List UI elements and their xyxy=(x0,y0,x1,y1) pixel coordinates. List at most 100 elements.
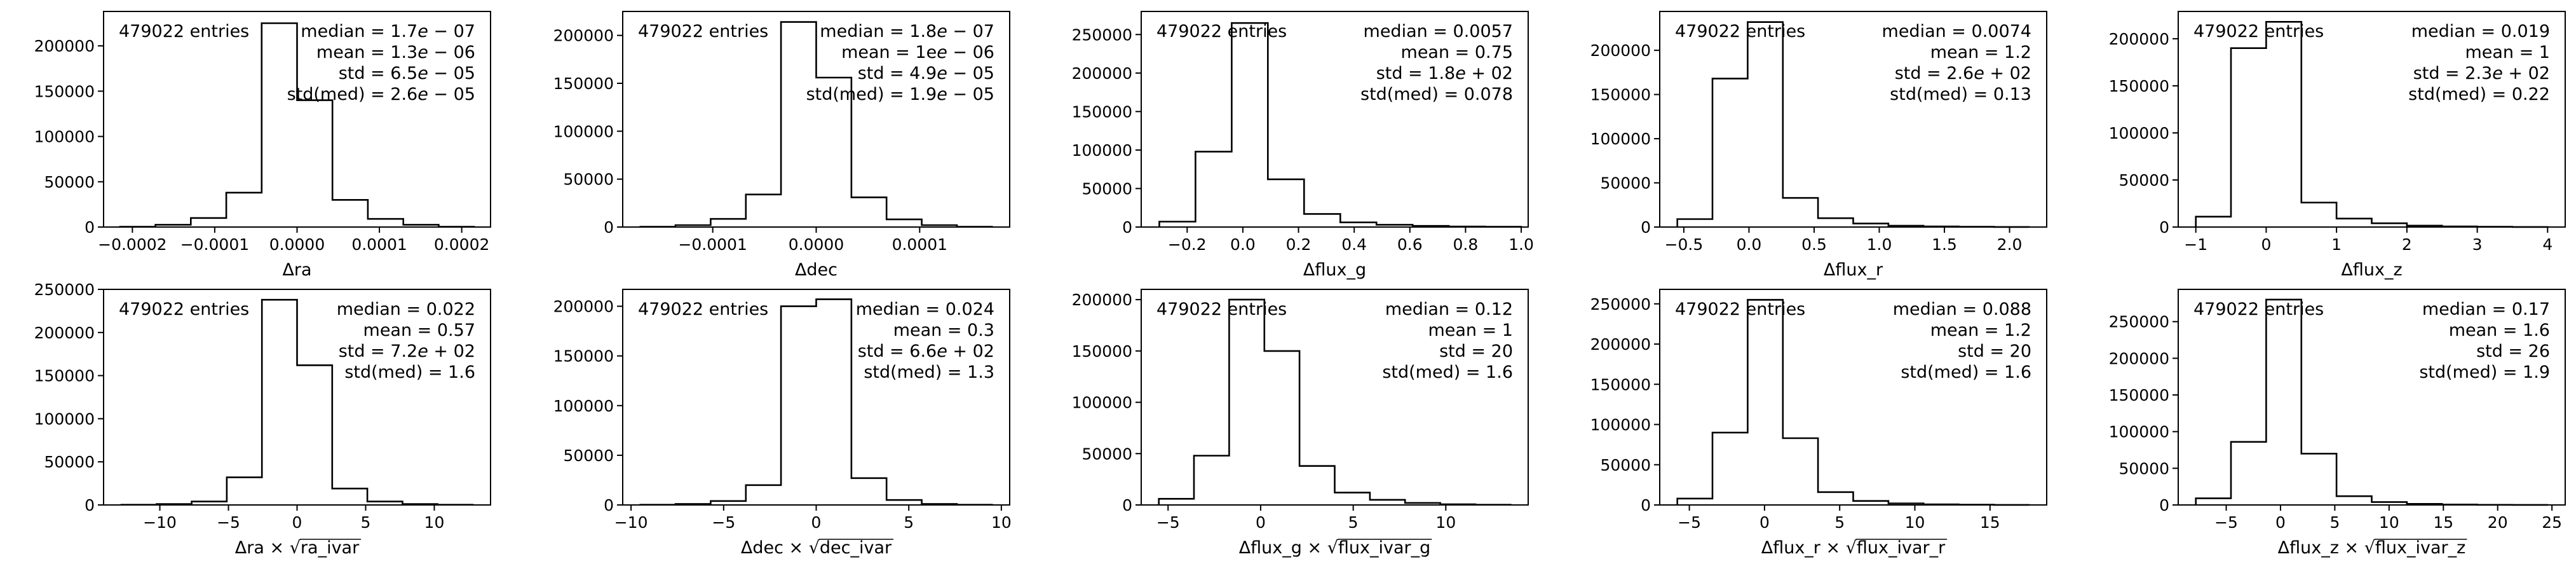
x-tick-label: 15 xyxy=(2433,513,2453,532)
y-tick-label: 250000 xyxy=(1590,295,1651,314)
x-axis-label: Δflux_g xyxy=(1303,260,1366,280)
stat-annotation: std(med) = 1.9e − 05 xyxy=(806,85,994,104)
x-axis-label-part: Δflux_g × xyxy=(1239,538,1327,558)
x-tick-label: 0 xyxy=(2261,235,2271,254)
stat-annotation: median = 0.17 xyxy=(2422,300,2550,319)
x-tick-label: 0.0 xyxy=(1737,235,1762,254)
entries-annotation: 479022 entries xyxy=(1156,22,1287,41)
y-tick-label: 0 xyxy=(2159,218,2169,237)
x-axis-label-part: Δdec xyxy=(795,260,837,280)
x-axis-label-part: Δflux_r × xyxy=(1761,538,1846,558)
x-tick-label: −0.0001 xyxy=(180,235,249,254)
y-tick-label: 50000 xyxy=(2118,171,2169,190)
y-tick-label: 0 xyxy=(85,496,95,514)
sqrt-sign: √ xyxy=(2364,538,2376,558)
x-tick-label: 0.4 xyxy=(1341,235,1367,254)
x-tick-label: −5 xyxy=(712,513,735,532)
x-tick-label: 0.0000 xyxy=(789,235,844,254)
y-tick-label: 200000 xyxy=(2109,30,2169,48)
y-tick-label: 50000 xyxy=(1600,174,1651,193)
stat-annotation: mean = 1.2 xyxy=(1930,321,2031,340)
stat-annotation: median = 0.12 xyxy=(1385,300,1513,319)
y-tick-label: 250000 xyxy=(34,280,95,299)
histogram-panel-1: −0.0002 −0.0001 0.0000 0.0001 0.0002 0 50000 10… xyxy=(34,11,491,280)
sqrt-radicand: dec_ivar xyxy=(820,538,892,558)
stat-annotation: median = 0.024 xyxy=(856,300,994,319)
y-tick-label: 0 xyxy=(1122,496,1132,514)
histogram-panel-8: −5 0 5 10 0 50000 100000 150000 200000 Δflux_g × … xyxy=(1072,289,1529,558)
x-tick-label: 15 xyxy=(1980,513,2000,532)
stat-annotation: mean = 1ee − 06 xyxy=(841,43,994,62)
stat-annotation: median = 1.7e − 07 xyxy=(301,22,475,41)
x-axis-label-part: Δra xyxy=(282,260,311,280)
y-tick-label: 50000 xyxy=(1081,179,1132,198)
stat-annotation: mean = 0.75 xyxy=(1401,43,1513,62)
stat-annotation: std(med) = 0.22 xyxy=(2408,85,2550,104)
y-tick-label: 50000 xyxy=(1600,456,1651,474)
histogram-step-line xyxy=(639,298,993,506)
entries-annotation: 479022 entries xyxy=(1675,22,1805,41)
axes-frame xyxy=(2178,11,2566,228)
x-tick-label: 10 xyxy=(1435,513,1456,532)
y-tick-label: 150000 xyxy=(1590,375,1651,394)
stat-annotation: mean = 1.2 xyxy=(1930,43,2031,62)
stat-annotation: std(med) = 1.6 xyxy=(1901,362,2031,382)
stat-annotation: median = 0.0057 xyxy=(1364,22,1513,41)
y-tick-label: 100000 xyxy=(2109,124,2169,142)
sqrt-radicand: flux_ivar_g xyxy=(1338,538,1430,558)
stat-annotation: mean = 1 xyxy=(2465,43,2550,62)
y-tick-label: 150000 xyxy=(1072,342,1132,361)
stat-annotation: std(med) = 0.078 xyxy=(1360,85,1513,104)
stat-annotation: std = 2.6e + 02 xyxy=(1895,64,2031,83)
stat-annotation: mean = 1.6 xyxy=(2449,321,2550,340)
stat-annotation: std(med) = 1.9 xyxy=(2419,362,2550,382)
x-tick-label: 1.5 xyxy=(1932,235,1957,254)
entries-annotation: 479022 entries xyxy=(638,300,768,319)
x-tick-label: 0.0001 xyxy=(351,235,407,254)
x-tick-label: −5 xyxy=(1156,513,1180,532)
histogram-panel-10: −5 0 5 10 15 20 25 0 50000 100000 150000 200000 2500… xyxy=(2109,289,2566,558)
stat-annotation: std = 4.9e − 05 xyxy=(858,64,994,83)
sqrt-sign: √ xyxy=(1846,538,1857,558)
stat-annotation: mean = 1 xyxy=(1428,321,1513,340)
sqrt-sign: √ xyxy=(809,538,820,558)
y-tick-label: 100000 xyxy=(34,410,95,428)
x-tick-label: 10 xyxy=(2379,513,2399,532)
x-tick-label: 10 xyxy=(1905,513,1925,532)
x-tick-label: 5 xyxy=(2329,513,2340,532)
sqrt-sign: √ xyxy=(1327,538,1339,558)
y-tick-label: 150000 xyxy=(34,367,95,385)
entries-annotation: 479022 entries xyxy=(2193,300,2324,319)
histogram-panel-7: −10 −5 0 5 10 0 50000 100000 150000 200000 Δdec × … xyxy=(553,289,1012,558)
x-tick-label: 1.0 xyxy=(1508,235,1534,254)
x-tick-label: −1 xyxy=(2184,235,2207,254)
y-tick-label: 150000 xyxy=(1072,102,1132,121)
x-axis-label: Δdec × √dec_ivar xyxy=(741,538,892,558)
stat-annotation: std(med) = 1.3 xyxy=(864,362,994,382)
x-tick-label: 0 xyxy=(1759,513,1770,532)
x-tick-label: 2.0 xyxy=(1997,235,2023,254)
x-tick-label: −0.2 xyxy=(1168,235,1207,254)
x-tick-label: 20 xyxy=(2488,513,2508,532)
sqrt-radicand: ra_ivar xyxy=(301,538,360,558)
x-axis-label: Δdec xyxy=(795,260,837,280)
histogram-panel-4: −0.5 0.0 0.5 1.0 1.5 2.0 0 50000 100000 150000 200… xyxy=(1590,11,2047,280)
x-axis-label-part: Δflux_r xyxy=(1824,260,1883,280)
entries-annotation: 479022 entries xyxy=(638,22,768,41)
x-tick-label: 0 xyxy=(292,513,302,532)
x-axis-label-part: Δflux_z xyxy=(2341,260,2402,280)
y-tick-label: 250000 xyxy=(2109,313,2169,331)
x-axis-label-part: Δra × xyxy=(235,538,290,558)
y-tick-label: 150000 xyxy=(1590,86,1651,104)
y-tick-label: 150000 xyxy=(2109,386,2169,404)
stat-annotation: std = 1.8e + 02 xyxy=(1376,64,1513,83)
x-axis-label: Δflux_g × √flux_ivar_g xyxy=(1239,538,1431,558)
x-tick-label: −10 xyxy=(143,513,177,532)
x-tick-label: 0 xyxy=(2275,513,2286,532)
axes-frame xyxy=(1141,11,1529,228)
x-axis-label: Δflux_z xyxy=(2341,260,2402,280)
x-tick-label: 0.0000 xyxy=(269,235,325,254)
stat-annotation: mean = 1.3e − 06 xyxy=(316,43,475,62)
y-tick-label: 100000 xyxy=(553,122,614,141)
